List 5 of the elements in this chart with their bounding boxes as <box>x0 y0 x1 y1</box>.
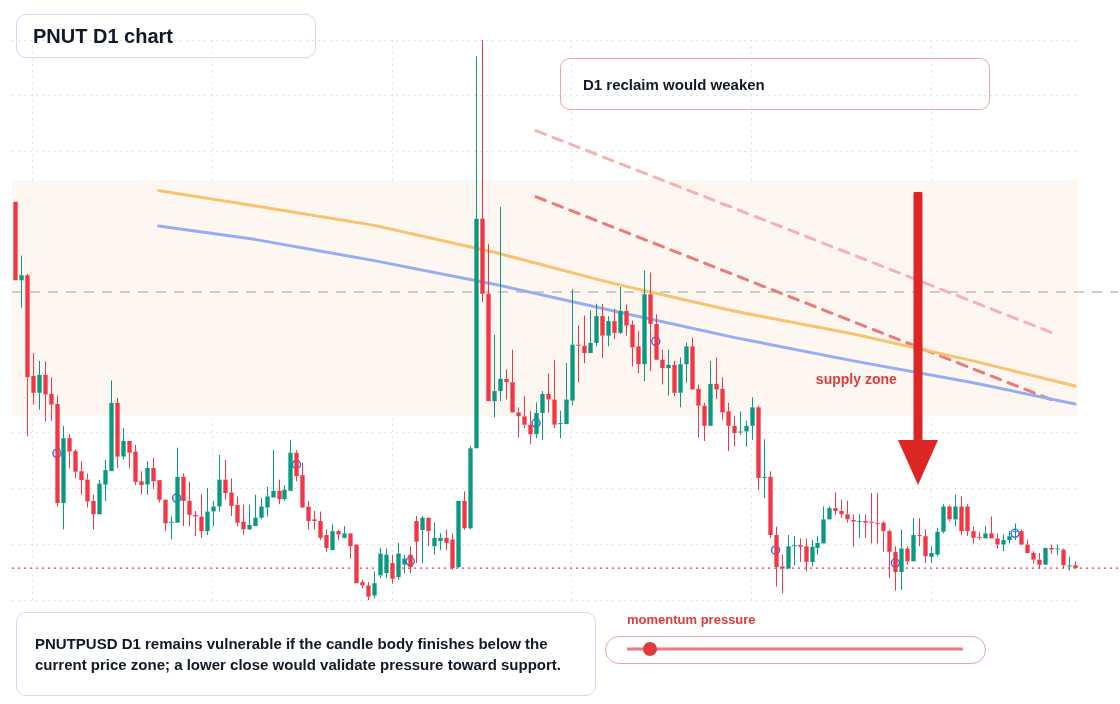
band-label: supply zone <box>815 370 897 387</box>
annotation: D1 reclaim would weaken <box>560 58 990 110</box>
chart-title: PNUT D1 chart <box>16 14 316 58</box>
text: momentum pressure <box>627 612 756 627</box>
text: PNUTPUSD D1 remains vulnerable if the candle body finishes below the current price zone; a lower close would validate pressure toward support. <box>16 612 596 696</box>
